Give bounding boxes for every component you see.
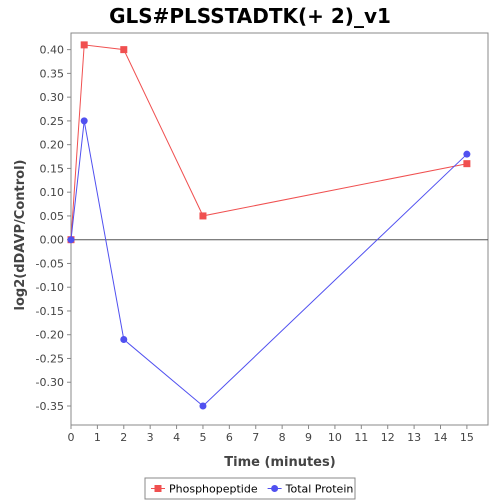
phosphopeptide-point [80, 41, 88, 49]
legend-phosphopeptide-label: Phosphopeptide [169, 483, 258, 496]
y-tick-label: -0.15 [36, 305, 64, 318]
phosphopeptide-point [120, 46, 128, 54]
y-tick-label: -0.35 [36, 400, 64, 413]
legend-phosphopeptide-marker [154, 485, 162, 492]
x-tick-label: 0 [68, 431, 75, 444]
x-tick-label: 5 [199, 431, 206, 444]
x-tick-label: 3 [147, 431, 154, 444]
phosphopeptide-point [199, 212, 207, 220]
plot-area: 0.40 0.35 0.30 0.25 0.20 0.15 0.10 0.05 0.00 -0.0… [36, 32, 489, 444]
x-tick-label: 9 [305, 431, 312, 444]
x-tick-label: 8 [279, 431, 286, 444]
y-tick-label: -0.30 [36, 376, 64, 389]
total-protein-point [120, 335, 128, 343]
total-protein-point [80, 117, 88, 125]
y-tick-label: 0.30 [40, 91, 65, 104]
legend: Phosphopeptide Total Protein [144, 477, 356, 500]
legend-box [144, 477, 356, 500]
y-tick-label: 0.00 [40, 234, 65, 247]
y-tick-label: 0.10 [40, 186, 65, 199]
legend-total-protein-marker [271, 485, 279, 492]
x-tick-label: 13 [407, 431, 421, 444]
y-tick-label: 0.05 [40, 210, 65, 223]
x-axis-label: Time (minutes) [224, 455, 335, 470]
x-tick-label: 11 [354, 431, 368, 444]
y-tick-label: -0.10 [36, 281, 64, 294]
x-tick-label: 15 [460, 431, 474, 444]
y-tick-label: -0.25 [36, 352, 64, 365]
total-protein-point [199, 402, 207, 410]
chart-title: GLS#PLSSTADTK(+ 2)_v1 [109, 4, 391, 28]
legend-total-protein-label: Total Protein [285, 483, 354, 496]
y-tick-label: -0.20 [36, 329, 64, 342]
y-tick-label: 0.25 [40, 115, 65, 128]
y-tick-label: 0.15 [40, 162, 65, 175]
x-tick-label: 6 [226, 431, 233, 444]
phosphopeptide-point [463, 160, 471, 168]
x-tick-label: 7 [252, 431, 259, 444]
x-tick-label: 4 [173, 431, 180, 444]
x-tick-label: 1 [94, 431, 101, 444]
y-tick-label: -0.05 [36, 257, 64, 270]
plot-frame [70, 32, 489, 426]
y-tick-label: 0.20 [40, 139, 65, 152]
x-tick-label: 12 [381, 431, 395, 444]
y-tick-label: 0.35 [40, 67, 65, 80]
y-tick-label: 0.40 [40, 44, 65, 57]
x-tick-label: 10 [328, 431, 342, 444]
total-protein-point [463, 150, 471, 158]
total-protein-point [67, 236, 75, 244]
y-axis-label: log2(dDAVP/Control) [13, 160, 28, 311]
x-tick-label: 14 [433, 431, 447, 444]
x-tick-label: 2 [120, 431, 127, 444]
